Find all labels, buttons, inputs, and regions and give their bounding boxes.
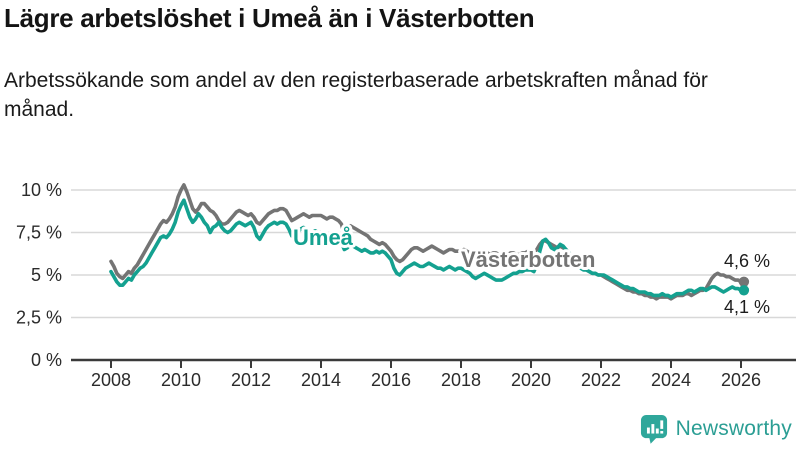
chart-subtitle: Arbetssökande som andel av den registerb… — [4, 69, 708, 121]
x-tick-label: 2012 — [231, 370, 271, 390]
page-title: Lägre arbetslöshet i Umeå än i Västerbot… — [4, 3, 535, 33]
x-tick-label: 2026 — [721, 370, 761, 390]
y-tick-label: 7,5 % — [16, 223, 62, 243]
x-tick-label: 2022 — [581, 370, 621, 390]
series-line-vasterbotten — [109, 183, 746, 301]
end-value-label-vasterbotten: 4,6 % — [724, 251, 770, 271]
series-inline-label-vasterbotten: Västerbotten — [461, 247, 595, 272]
newsworthy-wordmark: Newsworthy — [675, 417, 792, 440]
x-tick-label: 2016 — [371, 370, 411, 390]
y-tick-label: 2,5 % — [16, 308, 62, 328]
newsworthy-bubble-chart-icon — [640, 414, 667, 444]
x-tick-label: 2020 — [511, 370, 551, 390]
x-tick-label: 2024 — [651, 370, 691, 390]
y-tick-label: 10 % — [21, 180, 62, 200]
y-tick-label: 0 % — [31, 350, 62, 370]
newsworthy-logo: Newsworthy — [640, 414, 792, 444]
series-end-dot-vasterbotten — [738, 276, 750, 287]
x-tick-label: 2018 — [441, 370, 481, 390]
series-end-dot-umea — [738, 285, 750, 296]
x-tick-label: 2008 — [91, 370, 131, 390]
y-tick-label: 5 % — [31, 265, 62, 285]
end-value-label-umea: 4,1 % — [724, 297, 770, 317]
x-tick-label: 2014 — [301, 370, 341, 390]
series-inline-label-umea: Umeå — [293, 225, 354, 250]
series-line-umea — [109, 198, 746, 299]
x-tick-label: 2010 — [161, 370, 201, 390]
